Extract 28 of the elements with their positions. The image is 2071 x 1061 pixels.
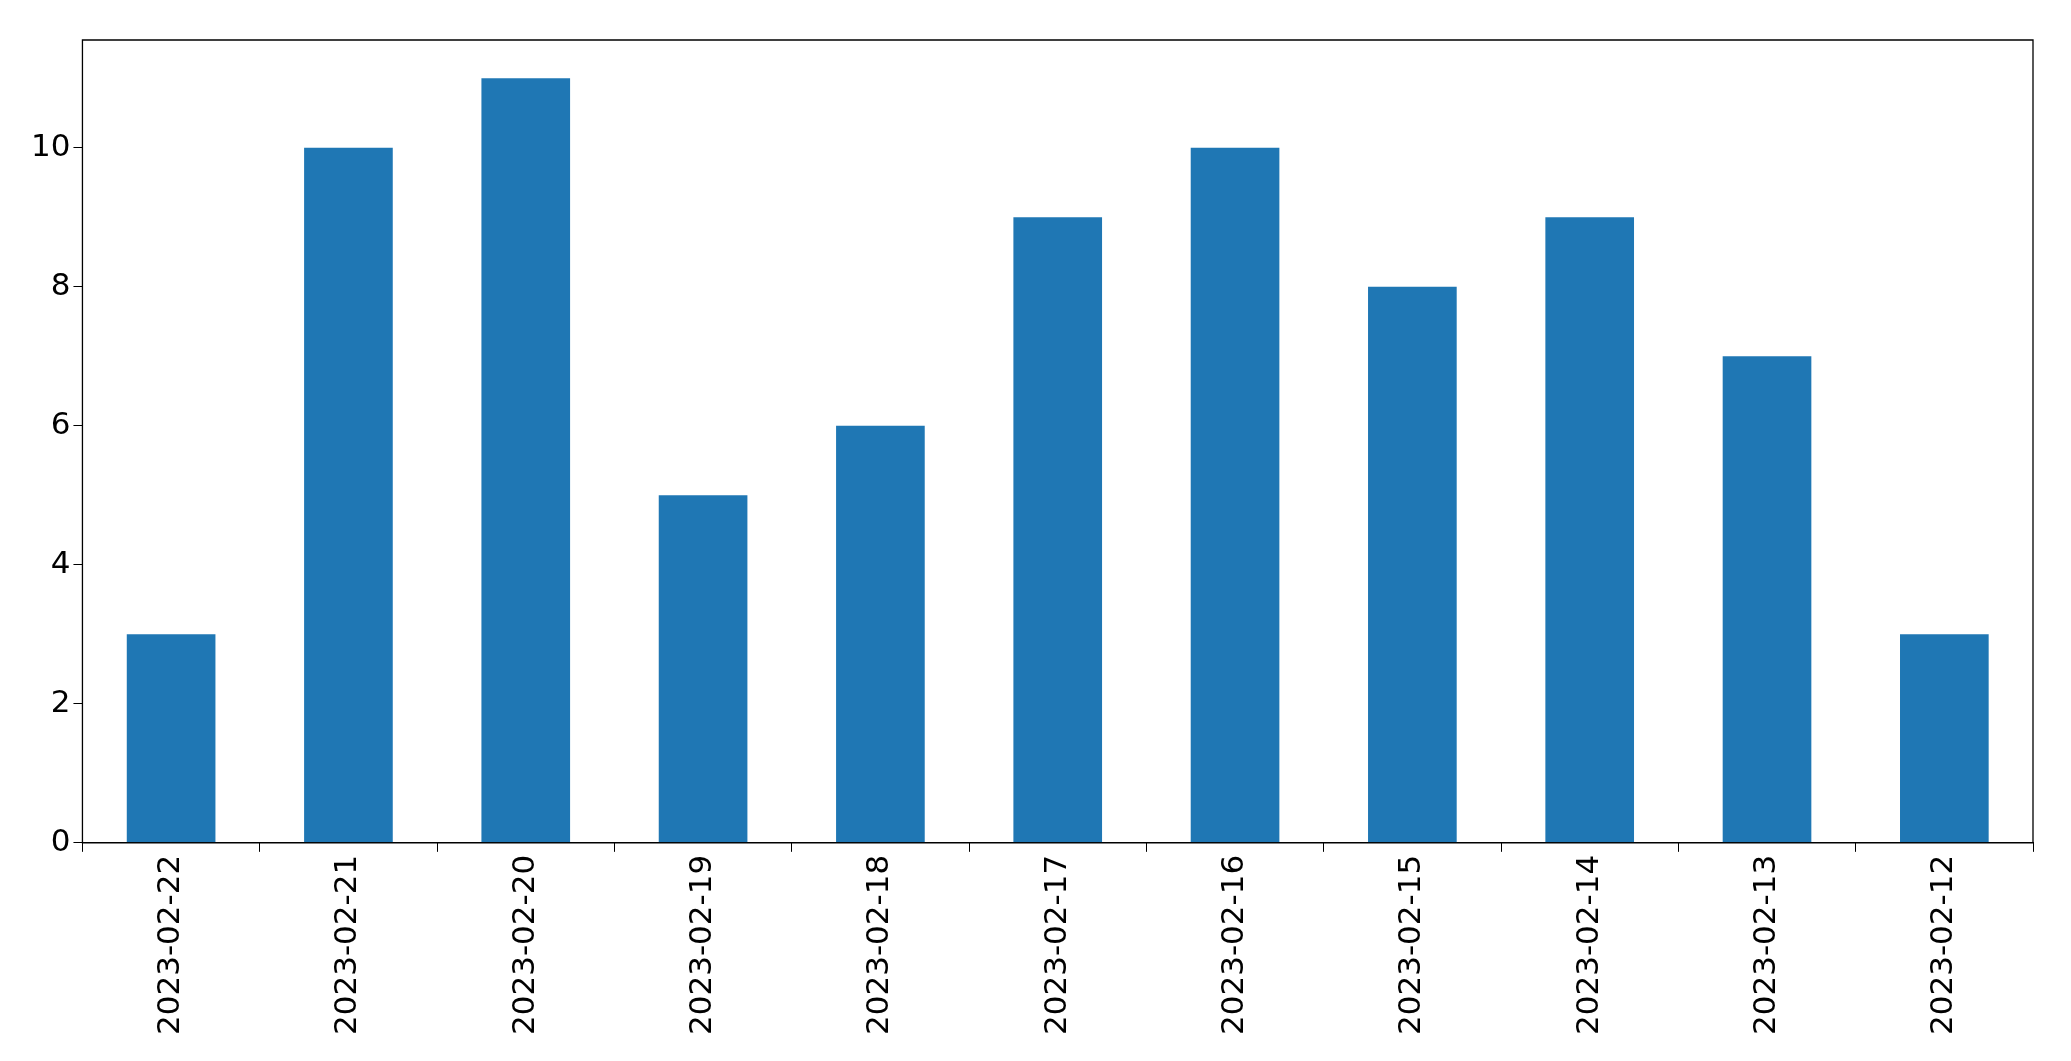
bar: [1545, 217, 1635, 843]
x-tick-label: 2023-02-19: [682, 854, 719, 1036]
x-tick-label: 2023-02-16: [1214, 854, 1251, 1036]
y-tick-label: 2: [50, 682, 71, 719]
y-tick-label: 10: [30, 126, 71, 163]
x-tick-label: 2023-02-14: [1568, 854, 1605, 1036]
bar: [126, 634, 216, 843]
bar: [836, 425, 925, 843]
x-tick-label: 2023-02-13: [1746, 854, 1783, 1036]
y-tick-label: 0: [50, 821, 71, 858]
y-tick-label: 6: [50, 404, 71, 441]
bar: [1900, 634, 1989, 843]
x-tick-label: 2023-02-17: [1036, 854, 1073, 1036]
x-tick-label: 2023-02-22: [150, 854, 187, 1036]
x-tick-label: 2023-02-15: [1391, 854, 1428, 1036]
bar: [1013, 217, 1103, 843]
bar: [304, 147, 393, 843]
y-tick-label: 8: [50, 265, 71, 302]
bar: [658, 495, 748, 843]
bar: [1190, 147, 1280, 843]
y-tick-label: 4: [50, 543, 71, 580]
bar: [481, 78, 571, 843]
x-tick-label: 2023-02-18: [859, 854, 896, 1036]
x-tick-label: 2023-02-12: [1923, 854, 1960, 1036]
x-tick-label: 2023-02-21: [327, 854, 364, 1036]
bar: [1722, 356, 1812, 843]
bar: [1368, 286, 1457, 843]
x-tick-label: 2023-02-20: [504, 854, 541, 1036]
